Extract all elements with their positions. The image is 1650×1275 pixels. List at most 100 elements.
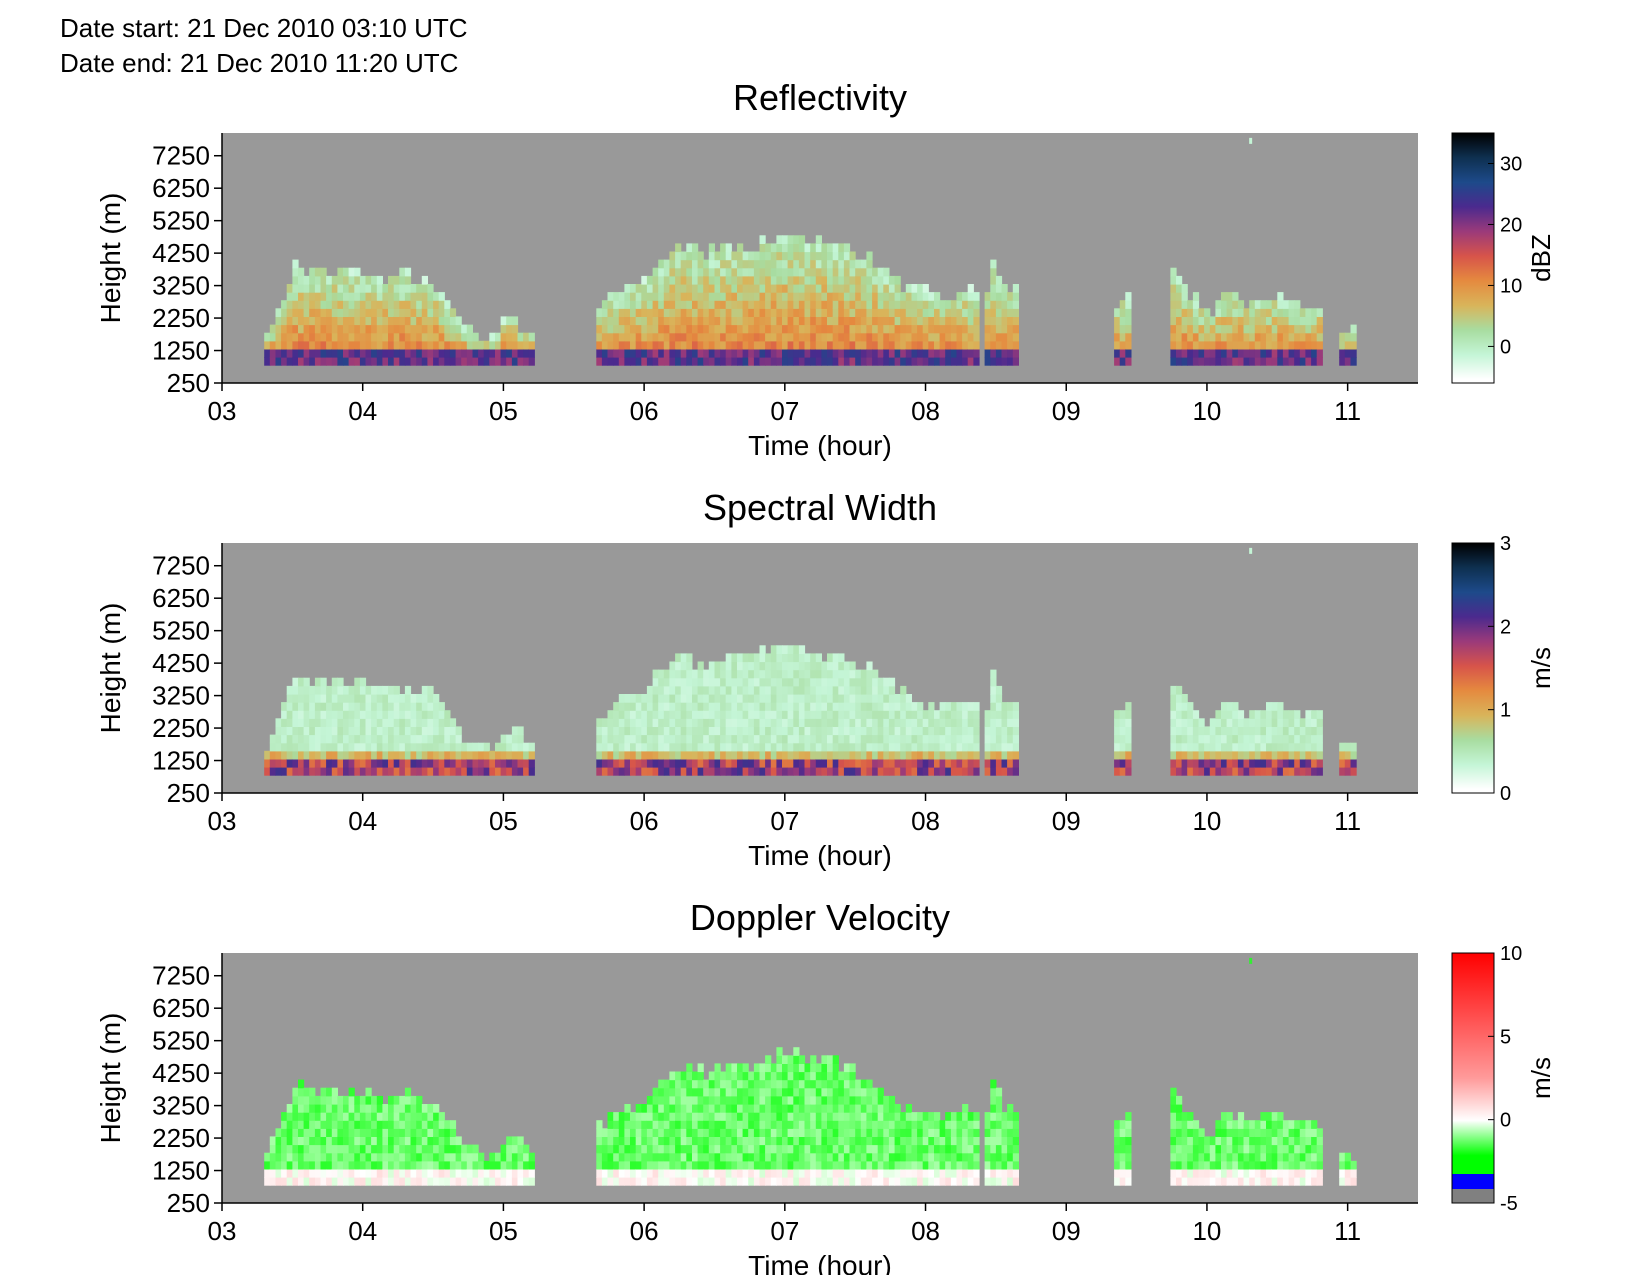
heatmap-cell: [990, 357, 997, 366]
heatmap-cell: [298, 1144, 305, 1154]
heatmap-cell: [776, 677, 783, 687]
heatmap-cell: [922, 750, 929, 760]
heatmap-cell: [404, 1112, 412, 1121]
heatmap-cell: [1243, 324, 1250, 334]
heatmap-cell: [365, 1168, 372, 1178]
heatmap-cell: [770, 284, 777, 293]
heatmap-cell: [860, 1144, 867, 1154]
heatmap-cell: [421, 332, 428, 342]
heatmap-cell: [1294, 767, 1301, 776]
heatmap-cell: [770, 742, 777, 752]
heatmap-cell: [444, 758, 451, 768]
heatmap-cell: [967, 742, 974, 752]
heatmap-cell: [787, 669, 794, 679]
heatmap-cell: [663, 259, 670, 269]
heatmap-cell: [1204, 316, 1211, 326]
heatmap-cell: [849, 685, 856, 695]
heatmap-cell: [928, 1144, 935, 1154]
heatmap-cell: [737, 243, 744, 253]
heatmap-cell: [309, 1160, 316, 1170]
heatmap-cell: [433, 357, 440, 366]
heatmap-cell: [995, 332, 1003, 342]
heatmap-cell: [348, 316, 355, 326]
heatmap-cell: [326, 1136, 333, 1146]
heatmap-cell: [1176, 332, 1183, 342]
heatmap-cell: [725, 726, 732, 736]
heatmap-cell: [748, 1144, 755, 1154]
heatmap-cell: [1012, 710, 1019, 719]
heatmap-cell: [950, 718, 958, 727]
heatmap-cell: [714, 284, 721, 293]
heatmap-cell: [934, 1128, 941, 1137]
heatmap-cell: [765, 734, 772, 744]
heatmap-cell: [1181, 284, 1188, 293]
heatmap-cell: [410, 316, 417, 326]
heatmap-cell: [416, 726, 423, 736]
heatmap-cell: [652, 734, 659, 744]
heatmap-cell: [320, 702, 327, 711]
heatmap-cell: [1226, 316, 1233, 326]
heatmap-cell: [883, 1136, 890, 1146]
heatmap-cell: [624, 1136, 631, 1146]
heatmap-cell: [354, 677, 361, 687]
heatmap-cell: [320, 1104, 327, 1113]
heatmap-cell: [371, 348, 378, 358]
heatmap-cell: [731, 726, 738, 736]
heatmap-cell: [1001, 1152, 1008, 1162]
heatmap-cell: [337, 284, 344, 293]
heatmap-cell: [798, 1160, 806, 1170]
heatmap-cell: [303, 702, 310, 711]
x-tick-label: 03: [208, 1216, 237, 1246]
heatmap-cell: [1204, 1177, 1211, 1186]
heatmap-cell: [765, 243, 772, 253]
heatmap-cell: [354, 1152, 361, 1162]
heatmap-cell: [827, 767, 834, 776]
heatmap-cell: [810, 332, 817, 342]
heatmap-cell: [1266, 1136, 1273, 1146]
heatmap-cell: [269, 1177, 276, 1186]
heatmap-cell: [742, 284, 749, 293]
heatmap-cell: [714, 1144, 721, 1154]
heatmap-cell: [410, 332, 417, 342]
heatmap-cell: [692, 1104, 699, 1113]
heatmap-cell: [455, 1136, 462, 1146]
heatmap-cell: [950, 702, 958, 711]
heatmap-cell: [815, 702, 822, 711]
heatmap-cell: [793, 1144, 800, 1154]
heatmap-cell: [860, 1152, 867, 1162]
heatmap-cell: [663, 1120, 670, 1129]
heatmap-cell: [737, 324, 744, 334]
heatmap-cell: [967, 1144, 974, 1154]
heatmap-cell: [410, 710, 417, 719]
heatmap-cell: [331, 1136, 338, 1146]
heatmap-cell: [359, 292, 367, 301]
heatmap-cell: [1305, 316, 1312, 326]
heatmap-cell: [1007, 1104, 1014, 1113]
heatmap-cell: [314, 677, 322, 687]
heatmap-cell: [449, 758, 457, 768]
heatmap-cell: [737, 750, 744, 760]
heatmap-cell: [466, 1152, 473, 1162]
heatmap-cell: [742, 750, 749, 760]
heatmap-cell: [1344, 1152, 1351, 1162]
heatmap-cell: [489, 1177, 496, 1186]
heatmap-cell: [523, 357, 530, 366]
heatmap-cell: [990, 742, 997, 752]
heatmap-cell: [669, 275, 676, 285]
heatmap-cell: [714, 1087, 721, 1097]
heatmap-cell: [1119, 1160, 1126, 1170]
heatmap-cell: [860, 1104, 867, 1113]
heatmap-cell: [872, 340, 879, 350]
heatmap-cell: [416, 1168, 423, 1178]
heatmap-cell: [478, 1152, 485, 1162]
heatmap-cell: [613, 767, 620, 776]
heatmap-cell: [652, 292, 659, 301]
heatmap-cell: [303, 1087, 310, 1097]
heatmap-cell: [641, 718, 648, 727]
heatmap-cell: [371, 734, 378, 744]
heatmap-cell: [528, 1177, 535, 1186]
heatmap-cell: [359, 348, 367, 358]
heatmap-cell: [416, 1112, 423, 1121]
heatmap-cell: [376, 1136, 383, 1146]
heatmap-cell: [314, 1160, 322, 1170]
